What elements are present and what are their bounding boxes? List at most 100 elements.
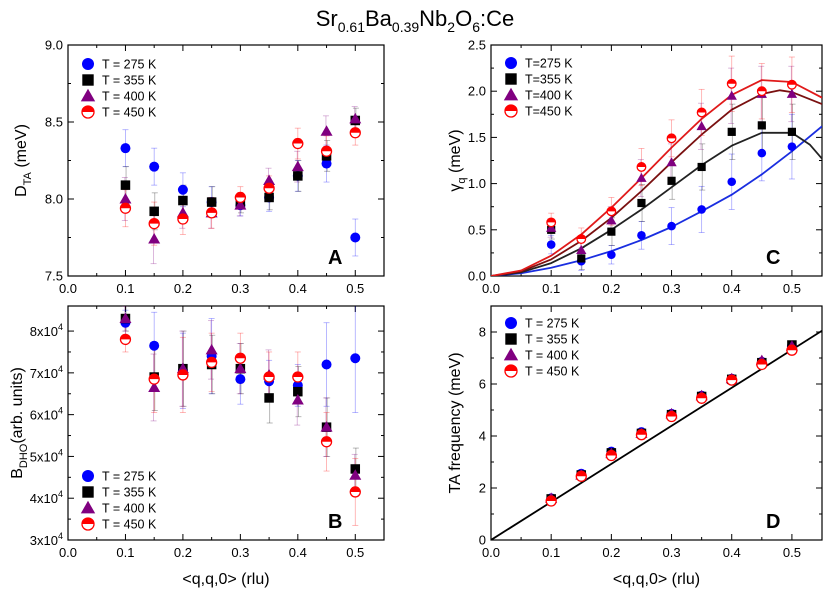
data-point-355	[293, 386, 303, 397]
legend-label: T=275 K	[525, 57, 573, 71]
panel-label: C	[766, 247, 780, 269]
legend-label: T = 450 K	[102, 106, 157, 120]
data-point-450	[119, 333, 132, 346]
data-point-450	[696, 107, 707, 118]
data-point-450	[320, 145, 333, 157]
x-axis-label: <q,q,0> (rlu)	[182, 571, 269, 588]
data-point-355	[667, 176, 676, 185]
data-point-275	[607, 250, 616, 260]
data-point-450	[636, 162, 647, 172]
data-point-275	[637, 231, 646, 240]
data-point-275	[727, 177, 737, 187]
x-tick-label: 0.1	[542, 545, 560, 560]
legend-marker-450	[81, 105, 95, 119]
data-point-400	[726, 90, 737, 100]
x-tick-label: 0.4	[289, 545, 307, 560]
data-point-450	[234, 352, 247, 364]
legend: T = 275 K T = 355 K T = 400 K T = 450 K	[80, 470, 157, 532]
legend-marker-400	[503, 87, 519, 101]
data-point-275	[757, 148, 767, 158]
legend-marker-355	[82, 74, 94, 86]
data-point-400	[119, 312, 132, 324]
data-point-450	[177, 213, 189, 225]
data-point-275	[149, 161, 160, 172]
data-point-275	[350, 353, 361, 364]
legend-label: T = 275 K	[102, 58, 157, 72]
data-point-450	[635, 429, 648, 441]
figure-title: Sr0.61Ba0.39Nb2O6:Ce	[316, 6, 515, 35]
data-point-400	[291, 394, 304, 405]
data-point-355	[206, 197, 217, 207]
y-tick-label: 0	[479, 533, 486, 548]
x-tick-label: 0.4	[289, 281, 307, 296]
legend-label: T=355 K	[525, 73, 573, 87]
y-tick-label: 9.0	[45, 38, 63, 53]
legend-label: T = 450 K	[102, 518, 157, 532]
x-tick-label: 0.5	[783, 545, 801, 560]
x-tick-label: 0.1	[116, 281, 134, 296]
legend-label: T = 400 K	[102, 90, 157, 104]
data-point-355	[787, 127, 796, 136]
x-tick-label: 0.4	[723, 281, 741, 296]
data-point-400	[205, 343, 218, 355]
y-tick-label: 0.5	[468, 222, 486, 237]
y-tick-label: 2.5	[468, 38, 486, 53]
data-point-450	[320, 436, 333, 448]
y-tick-label: 4	[479, 429, 486, 444]
y-tick-label: 1.5	[468, 130, 486, 145]
legend-label: T = 450 K	[525, 365, 580, 379]
legend-label: T=450 K	[525, 105, 573, 119]
legend-marker-355	[82, 486, 94, 498]
data-point-400	[666, 157, 677, 167]
plot-area	[491, 329, 822, 540]
x-tick-label: 0.2	[174, 545, 192, 560]
panel-A: 0.0 0.1 0.2 0.3 0.4 0.5 7.5 8.0 8.5 9.0 DTA (meV) T…	[13, 38, 385, 296]
data-point-450	[666, 133, 677, 144]
y-axis-label: BDHO(arb. units)	[9, 367, 30, 479]
data-point-275	[149, 340, 160, 351]
panel-B: 0.0 0.1 0.2 0.3 0.4 0.5 3x104 4x104 5x104 6x104 7x…	[9, 305, 385, 588]
y-tick-label: 5x104	[30, 447, 63, 464]
legend-marker-400	[80, 500, 96, 514]
data-point-450	[695, 392, 708, 404]
data-point-275	[120, 143, 131, 154]
y-axis-label: γq (meV)	[447, 129, 468, 191]
data-point-450	[576, 234, 587, 244]
data-point-355	[178, 195, 188, 206]
legend-label: T = 400 K	[102, 502, 157, 516]
data-point-450	[605, 449, 618, 462]
legend-marker-400	[80, 88, 96, 102]
data-point-450	[205, 356, 218, 369]
legend-label: T=400 K	[525, 89, 573, 103]
data-point-400	[349, 469, 362, 480]
legend-marker-355	[505, 73, 517, 85]
x-tick-label: 0.4	[723, 545, 741, 560]
x-tick-label: 0.1	[542, 281, 560, 296]
legend: T = 275 K T = 355 K T = 400 K T = 450 K	[503, 317, 580, 379]
y-tick-label: 2	[479, 481, 486, 496]
legend-marker-275	[82, 470, 94, 482]
data-point-355	[607, 227, 616, 236]
data-point-450	[205, 207, 218, 219]
y-tick-label: 6x104	[30, 406, 63, 423]
data-point-400	[119, 193, 132, 204]
data-point-275	[546, 240, 556, 249]
panel-C: 0.0 0.1 0.2 0.3 0.4 0.5 0.0 0.5 1.0 1.5 2.0 2.5 γq (…	[447, 38, 823, 296]
data-point-275	[321, 359, 332, 370]
data-point-450	[575, 470, 587, 482]
data-point-450	[292, 371, 304, 383]
data-point-400	[291, 160, 304, 172]
data-point-450	[756, 358, 768, 371]
data-point-400	[148, 233, 161, 244]
data-point-355	[149, 206, 159, 217]
data-point-355	[120, 180, 131, 190]
legend-marker-450	[504, 104, 518, 118]
data-point-450	[119, 202, 132, 214]
data-point-355	[727, 127, 736, 136]
data-point-450	[292, 137, 304, 150]
x-tick-label: 0.3	[663, 545, 681, 560]
legend-label: T = 355 K	[102, 486, 157, 500]
x-tick-label: 0.0	[482, 281, 500, 296]
legend-marker-275	[505, 57, 517, 69]
